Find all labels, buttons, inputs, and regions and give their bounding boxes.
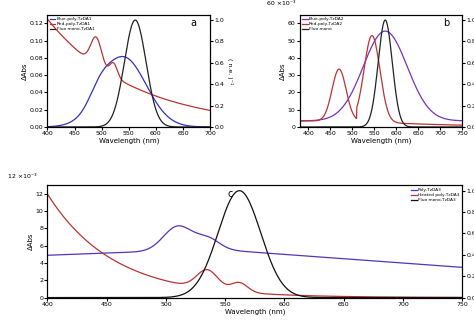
Text: b: b bbox=[443, 18, 449, 28]
Legend: Poly-TzDA3, Heated poly-TzDA3, Fluo mono-TzDA3: Poly-TzDA3, Heated poly-TzDA3, Fluo mono… bbox=[411, 188, 460, 202]
Text: a: a bbox=[191, 18, 197, 28]
Y-axis label: ΔAbs: ΔAbs bbox=[28, 233, 34, 250]
Legend: Blue-poly-TzDA2, Red-poly-TzDA2, Fluo mono: Blue-poly-TzDA2, Red-poly-TzDA2, Fluo mo… bbox=[302, 17, 345, 32]
X-axis label: Wavelength (nm): Wavelength (nm) bbox=[351, 138, 411, 144]
Text: 60 ×10⁻³: 60 ×10⁻³ bbox=[267, 1, 295, 6]
Y-axis label: ΔAbs: ΔAbs bbox=[280, 62, 286, 79]
Legend: Blue-poly-TzDA1, Red-poly-TzDA1, Fluo mono-TzDA1: Blue-poly-TzDA1, Red-poly-TzDA1, Fluo mo… bbox=[50, 17, 95, 32]
X-axis label: Wavelength (nm): Wavelength (nm) bbox=[225, 308, 285, 315]
Text: c: c bbox=[227, 189, 233, 199]
X-axis label: Wavelength (nm): Wavelength (nm) bbox=[99, 138, 159, 144]
Text: 12 ×10⁻³: 12 ×10⁻³ bbox=[8, 174, 36, 179]
Y-axis label: ΔAbs: ΔAbs bbox=[22, 62, 28, 79]
Y-axis label: ( n.e. )⁻¹: ( n.e. )⁻¹ bbox=[227, 58, 233, 84]
